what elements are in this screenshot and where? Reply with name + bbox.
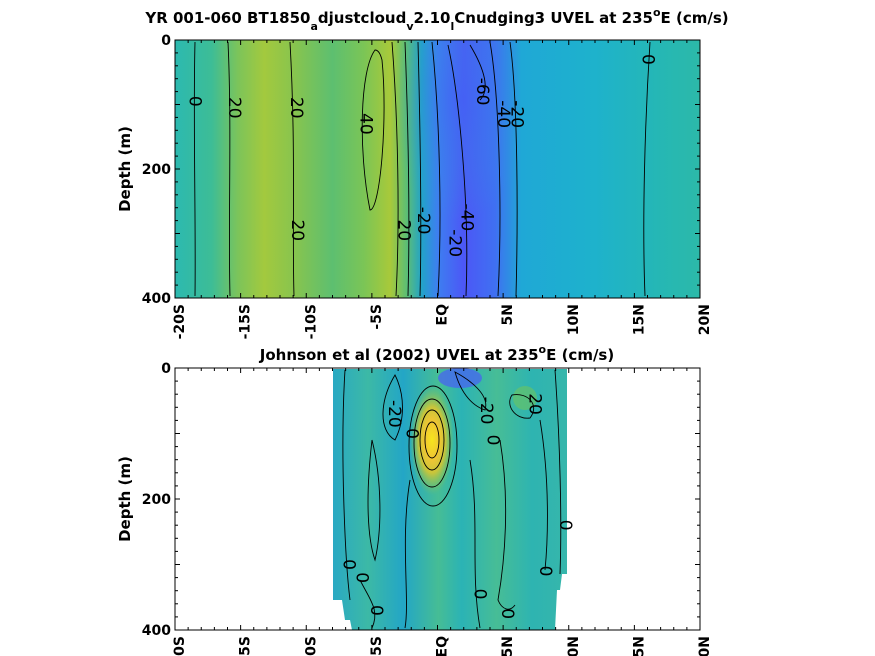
x-tick-label: EQ [435,304,451,326]
panel-1-contours [193,41,651,297]
contour-line [431,41,441,297]
contour-label: 20 [393,219,413,241]
contour-line [509,394,535,419]
contour-label: -20 [445,229,465,257]
contour-label: 20 [287,219,307,241]
panel-2-jet-core [410,385,454,495]
contour-line [554,369,562,575]
contour-line [497,439,516,610]
x-tick-label: -20S [172,304,188,339]
contour-line [361,49,385,211]
contour-label: 0 [401,428,421,439]
x-tick-label: 20N [697,304,713,335]
x-tick-label: EQ [435,636,451,656]
contour-label: 20 [525,393,545,415]
contour-label: 0 [555,520,575,531]
contour-label: 0 [185,96,205,107]
panel-2-title: Johnson et al (2002) UVEL at 235oE (cm/s… [259,343,614,364]
x-tick-label: -10S [303,636,319,656]
x-tick-label: 10N [566,636,582,656]
panel-1-x-axis: -20S -15S -10S -5S EQ 5N 10N 15N 20N [172,40,713,339]
contour-label: 0 [351,572,371,583]
x-tick-label: -15S [238,636,254,656]
contour-line [359,579,376,629]
contour-label: 0 [366,605,386,616]
contour-label: 0 [497,608,517,619]
contour-line [509,41,518,297]
panel-2-heatmap [333,369,567,630]
contour-line [342,369,351,601]
y-tick-label: 200 [142,492,171,508]
contour-line [404,41,410,297]
contour-line [367,439,381,562]
y-tick-label: 0 [161,33,171,49]
contour-label: 0 [638,54,658,65]
contour-line [469,459,481,629]
x-tick-label: 20N [697,636,713,656]
x-tick-label: 5N [500,636,516,656]
contour-label: -20 [506,100,526,128]
y-tick-label: 200 [142,162,171,178]
contour-line [417,41,422,297]
x-tick-label: -10S [303,304,319,339]
contour-line [469,44,486,101]
panel-1-title: YR 001-060 BT1850adjustcloudv2.10lCnudgi… [144,6,728,33]
y-tick-label: 0 [161,361,171,377]
contour-line [382,374,403,441]
contour-line [454,371,487,411]
panel-2-green-patch [513,386,537,410]
x-tick-label: -15S [238,304,254,339]
contour-label: 0 [483,435,503,446]
contour-line [289,41,295,297]
x-tick-label: 5N [500,304,516,325]
panel-2: Johnson et al (2002) UVEL at 235oE (cm/s… [116,343,713,656]
y-tick-label: 400 [142,291,171,307]
contour-line [408,385,458,507]
contour-line [391,41,399,297]
contour-line [193,41,196,297]
contour-label: -20 [384,400,404,428]
contour-line [447,44,468,297]
contour-line [643,41,651,297]
contour-line [227,41,231,297]
x-tick-label: 10N [566,304,582,335]
panel-2-contours [342,369,562,629]
contour-label: 20 [286,97,306,119]
contour-label: 20 [224,97,244,119]
panel-1: YR 001-060 BT1850adjustcloudv2.10lCnudgi… [116,6,729,339]
contour-label: -20 [413,207,433,235]
contour-label: 0 [470,589,490,600]
contour-label: -20 [476,397,496,425]
x-tick-label: 15N [631,636,647,656]
contour-label: -60 [472,78,492,106]
contour-label: -40 [493,100,513,128]
contour-label: 0 [338,559,358,570]
contour-line [419,409,445,471]
contour-label: 40 [355,113,375,135]
contour-label: -40 [456,203,476,231]
x-tick-label: 15N [631,304,647,335]
contour-line [539,419,548,571]
contour-line [424,421,440,459]
panel-2-x-axis: -20S -15S -10S -5S EQ 5N 10N 15N 20N [172,368,713,656]
panel-2-ylabel: Depth (m) [116,456,134,542]
panel-2-blue-patch [438,368,482,388]
x-tick-label: -5S [369,636,385,656]
contour-line [413,398,451,488]
contour-line [404,479,411,629]
x-tick-label: -20S [172,636,188,656]
contour-label: 0 [535,566,555,577]
contour-line [489,41,501,297]
panel-1-ylabel: Depth (m) [116,126,134,212]
y-tick-label: 400 [142,623,171,639]
x-tick-label: -5S [369,304,385,330]
